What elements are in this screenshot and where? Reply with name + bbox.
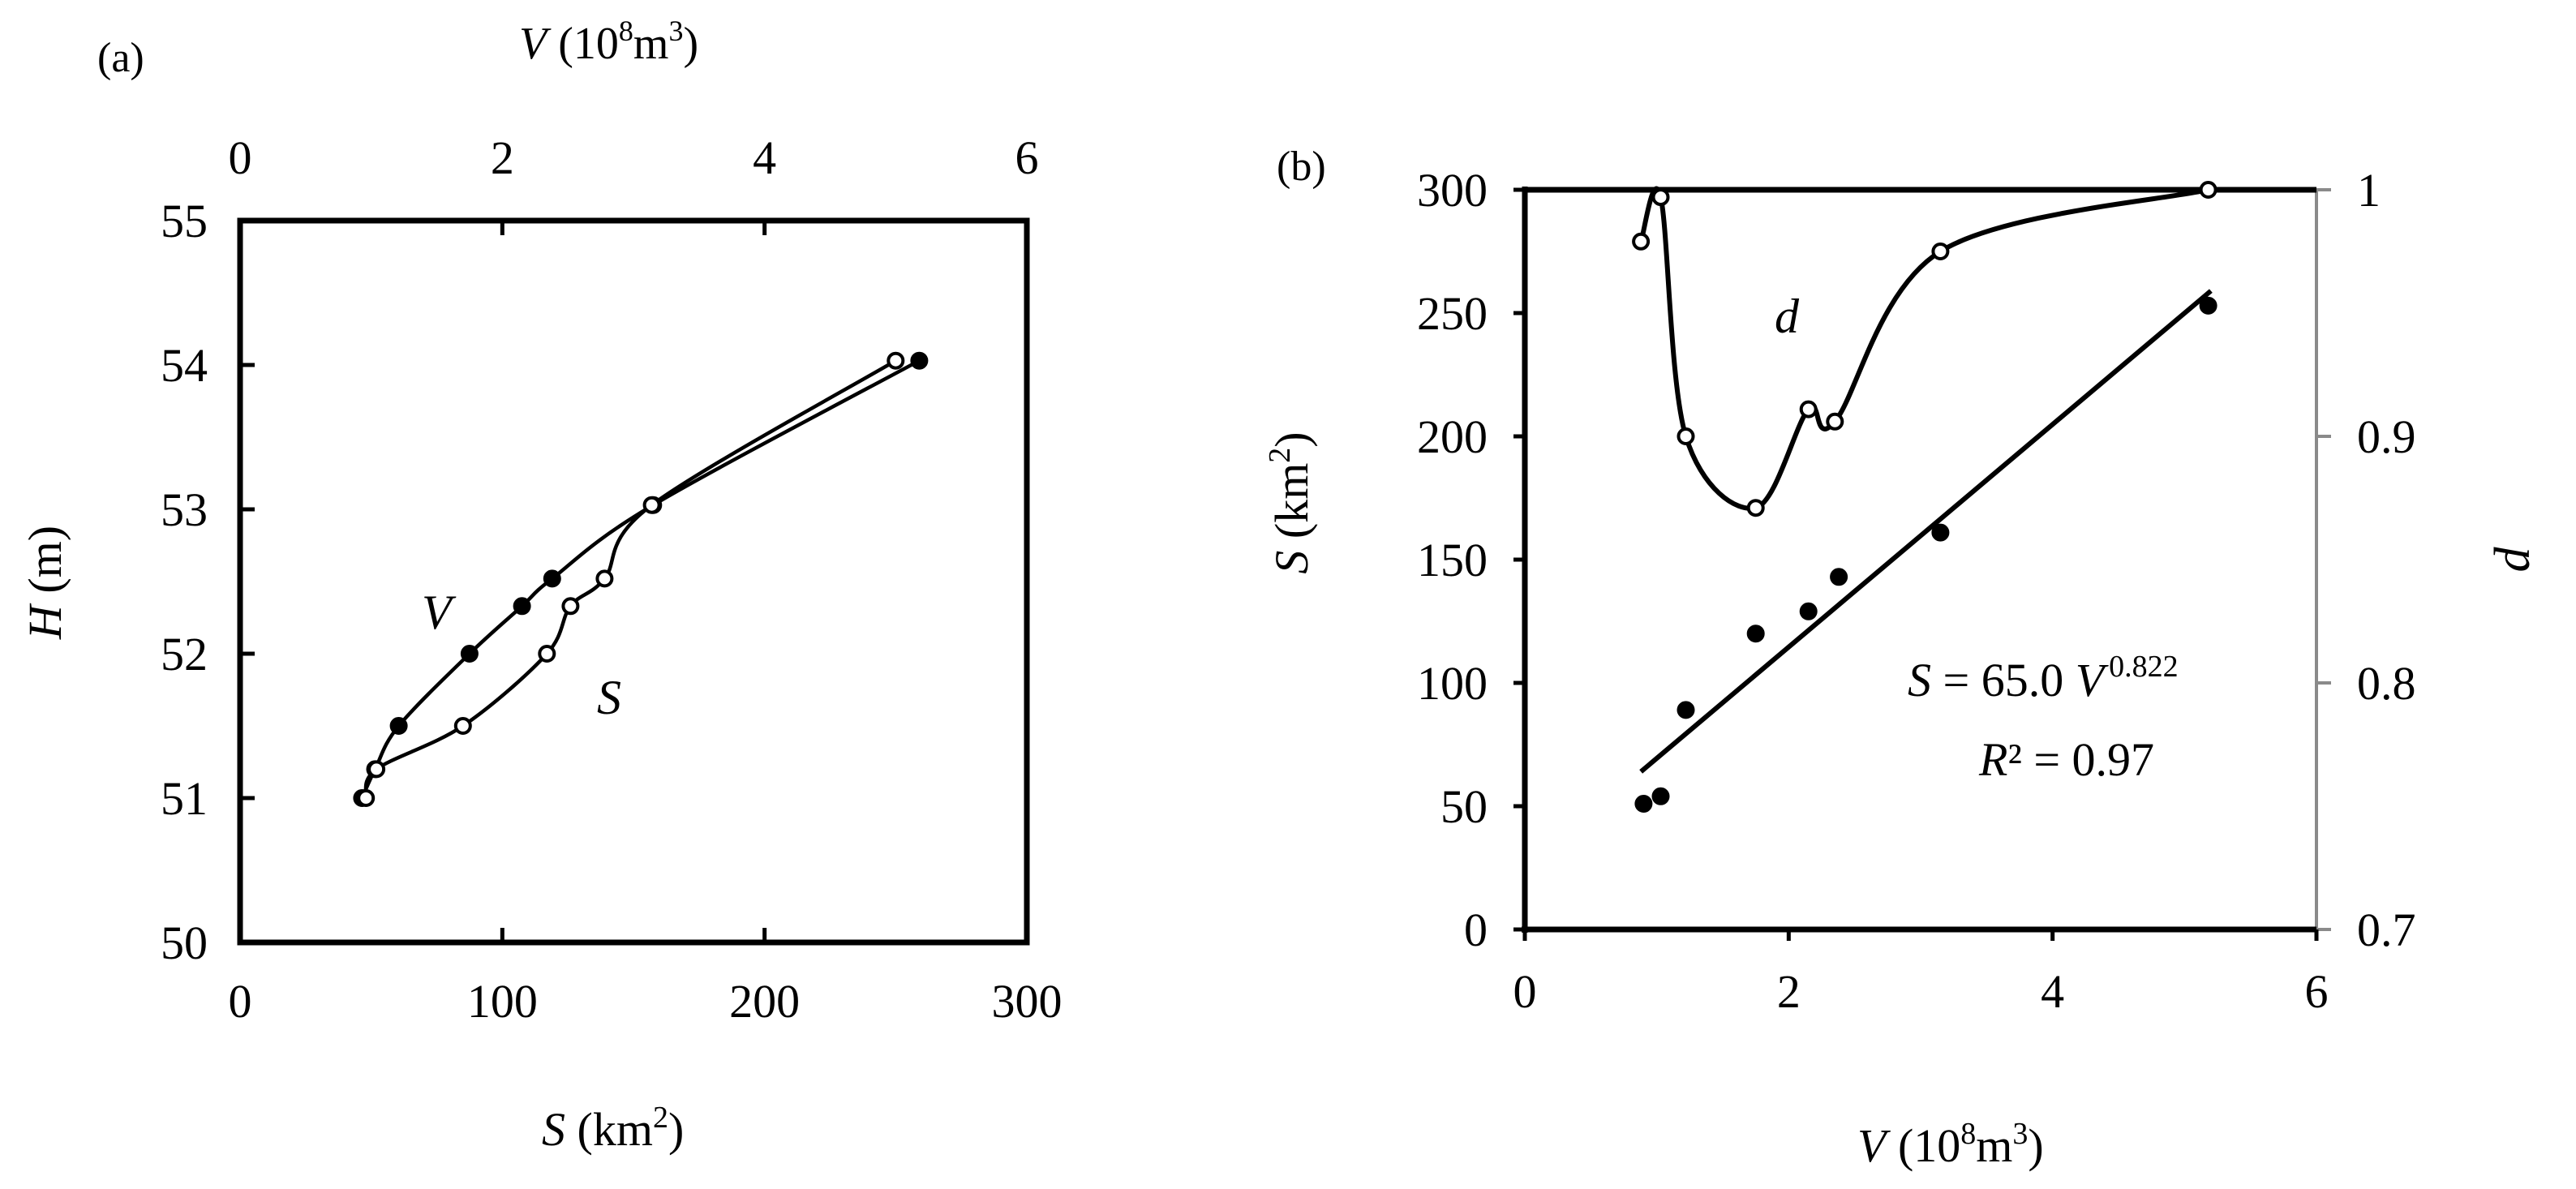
panel-b-x-tick-label: 6	[2305, 965, 2329, 1018]
panel-a-point-s	[357, 789, 376, 807]
panel-b-x-tick-label: 4	[2041, 965, 2064, 1018]
panel-b-points-d	[1632, 181, 2218, 517]
panel-b-point-d	[1931, 243, 1950, 260]
panel-a-ticks: 50 51 52 53 54 55 0 100 200 300 0 2 4 6	[161, 131, 1063, 1028]
panel-b-y-tick-label: 250	[1417, 287, 1488, 340]
panel-a-curve-v	[360, 358, 921, 799]
panel-a-point-v	[513, 597, 531, 616]
panel-a-label: (a)	[97, 35, 144, 81]
panel-b-point-s	[1746, 625, 1765, 643]
panel-b-x-tick-label: 0	[1513, 965, 1537, 1018]
panel-a-x2-tick-label: 0	[229, 131, 252, 184]
panel-b-point-d	[1826, 412, 1844, 431]
eq-var: V	[2076, 654, 2110, 706]
panel-a-plot-frame	[237, 217, 1030, 946]
panel-b-y-tick-label: 200	[1417, 410, 1488, 463]
panel-a-x-tick-label: 100	[467, 975, 538, 1028]
panel-b-point-s	[1677, 701, 1695, 719]
panel-a-x-tick-label: 0	[229, 975, 252, 1028]
panel-b-point-d	[1651, 188, 1670, 207]
eq-lhs: S	[1908, 654, 1931, 706]
panel-a-x-tick-label: 200	[729, 975, 800, 1028]
panel-a-x2-tick-label: 6	[1015, 131, 1039, 184]
panel-a-top-axis-title: V (108m3)	[519, 15, 698, 69]
panel-b-ticks: 0 50 100 150 200 250 300 0.7 0.8 0.9 1 0 2 4 6	[1417, 164, 2416, 1018]
panel-b-y-tick-label: 100	[1417, 657, 1488, 710]
panel-b-y-tick-label: 50	[1440, 780, 1488, 833]
panel-b-label-d: d	[1775, 290, 1800, 343]
panel-a-y-axis-title: H (m)	[19, 526, 71, 640]
panel-a-point-s	[367, 760, 386, 779]
panel-b-y-axis-title: S (km2)	[1263, 431, 1318, 573]
panel-b-label: (b)	[1277, 144, 1326, 190]
panel-b-r2: R² = 0.97	[1978, 733, 2154, 786]
panel-a-y-tick-label: 53	[161, 483, 208, 536]
panel-a-x2-tick-label: 2	[491, 131, 514, 184]
r2-value: ² = 0.97	[2007, 733, 2154, 786]
panel-b-point-s	[1830, 568, 1848, 586]
panel-b-point-s	[1799, 602, 1818, 620]
panel-b-point-s	[2199, 296, 2218, 315]
panel-a-label-s: S	[597, 671, 621, 724]
panel-b-point-s	[1651, 787, 1670, 805]
panel-a-x2-tick-label: 4	[753, 131, 776, 184]
panel-b-point-d	[1677, 427, 1695, 445]
panel-a-point-v	[460, 645, 479, 663]
eq-mid: = 65.0	[1931, 654, 2076, 706]
panel-b-point-d	[1632, 232, 1651, 251]
panel-b-point-d	[1746, 499, 1765, 517]
panel-a-point-v	[543, 569, 561, 588]
panel-b-y-tick-label: 300	[1417, 164, 1488, 217]
panel-a-y-tick-label: 52	[161, 628, 208, 680]
panel-a-point-s	[595, 569, 614, 588]
panel-a-x-axis-title: S (km2)	[542, 1101, 684, 1156]
panel-b-y-tick-label: 150	[1417, 534, 1488, 586]
panel-b-points-s	[1634, 296, 2218, 813]
panel-a-point-s	[642, 496, 661, 514]
panel-a-y-tick-label: 54	[161, 339, 208, 392]
panel-a-curve-s	[363, 358, 897, 799]
panel-a-points-s	[357, 351, 905, 807]
panel-b-x-axis-title: V (108m3)	[1857, 1117, 2044, 1172]
panel-a-point-s	[538, 645, 556, 663]
panel-b-y2-tick-label: 1	[2357, 164, 2381, 217]
panel-b-y2-tick-label: 0.7	[2357, 904, 2416, 956]
panel-a-y-tick-label: 55	[161, 195, 208, 247]
panel-b-curve-d	[1638, 186, 2209, 511]
panel-a-point-v	[910, 351, 929, 370]
panel-b-point-d	[1799, 400, 1818, 419]
eq-exp: 0.822	[2109, 650, 2179, 684]
panel-b-point-s	[1634, 795, 1653, 813]
panel-b-y-tick-label: 0	[1464, 904, 1488, 956]
panel-b-equation: S = 65.0 V 0.822	[1908, 650, 2179, 706]
panel-a-x-tick-label: 300	[992, 975, 1063, 1028]
panel-b-x-tick-label: 2	[1777, 965, 1801, 1018]
panel-b-point-d	[2199, 181, 2218, 199]
r2-label: R	[1978, 733, 2007, 786]
panel-b-y2-tick-label: 0.8	[2357, 657, 2416, 710]
panel-b-y2-tick-label: 0.9	[2357, 410, 2416, 463]
panel-a-point-s	[561, 597, 580, 616]
panel-b-point-s	[1931, 523, 1950, 542]
panel-a: (a) V (108m3) 50 51 52 53 54 55 0 100 200 300 0 2 4 6…	[19, 15, 1063, 1156]
panel-a-point-s	[453, 717, 472, 735]
panel-a-y-tick-label: 50	[161, 916, 208, 969]
panel-a-point-s	[887, 351, 905, 370]
panel-a-point-v	[389, 717, 408, 735]
panel-a-y-tick-label: 51	[161, 772, 208, 825]
panel-b: (b) 0 50 100 150 200 250 300 0.7 0.8 0.9 1 0 2 4 6 d S…	[1263, 144, 2540, 1172]
panel-b-y2-axis-title: d	[2485, 547, 2540, 573]
panel-a-label-v: V	[422, 586, 457, 639]
panel-b-fit-line	[1639, 289, 2213, 774]
